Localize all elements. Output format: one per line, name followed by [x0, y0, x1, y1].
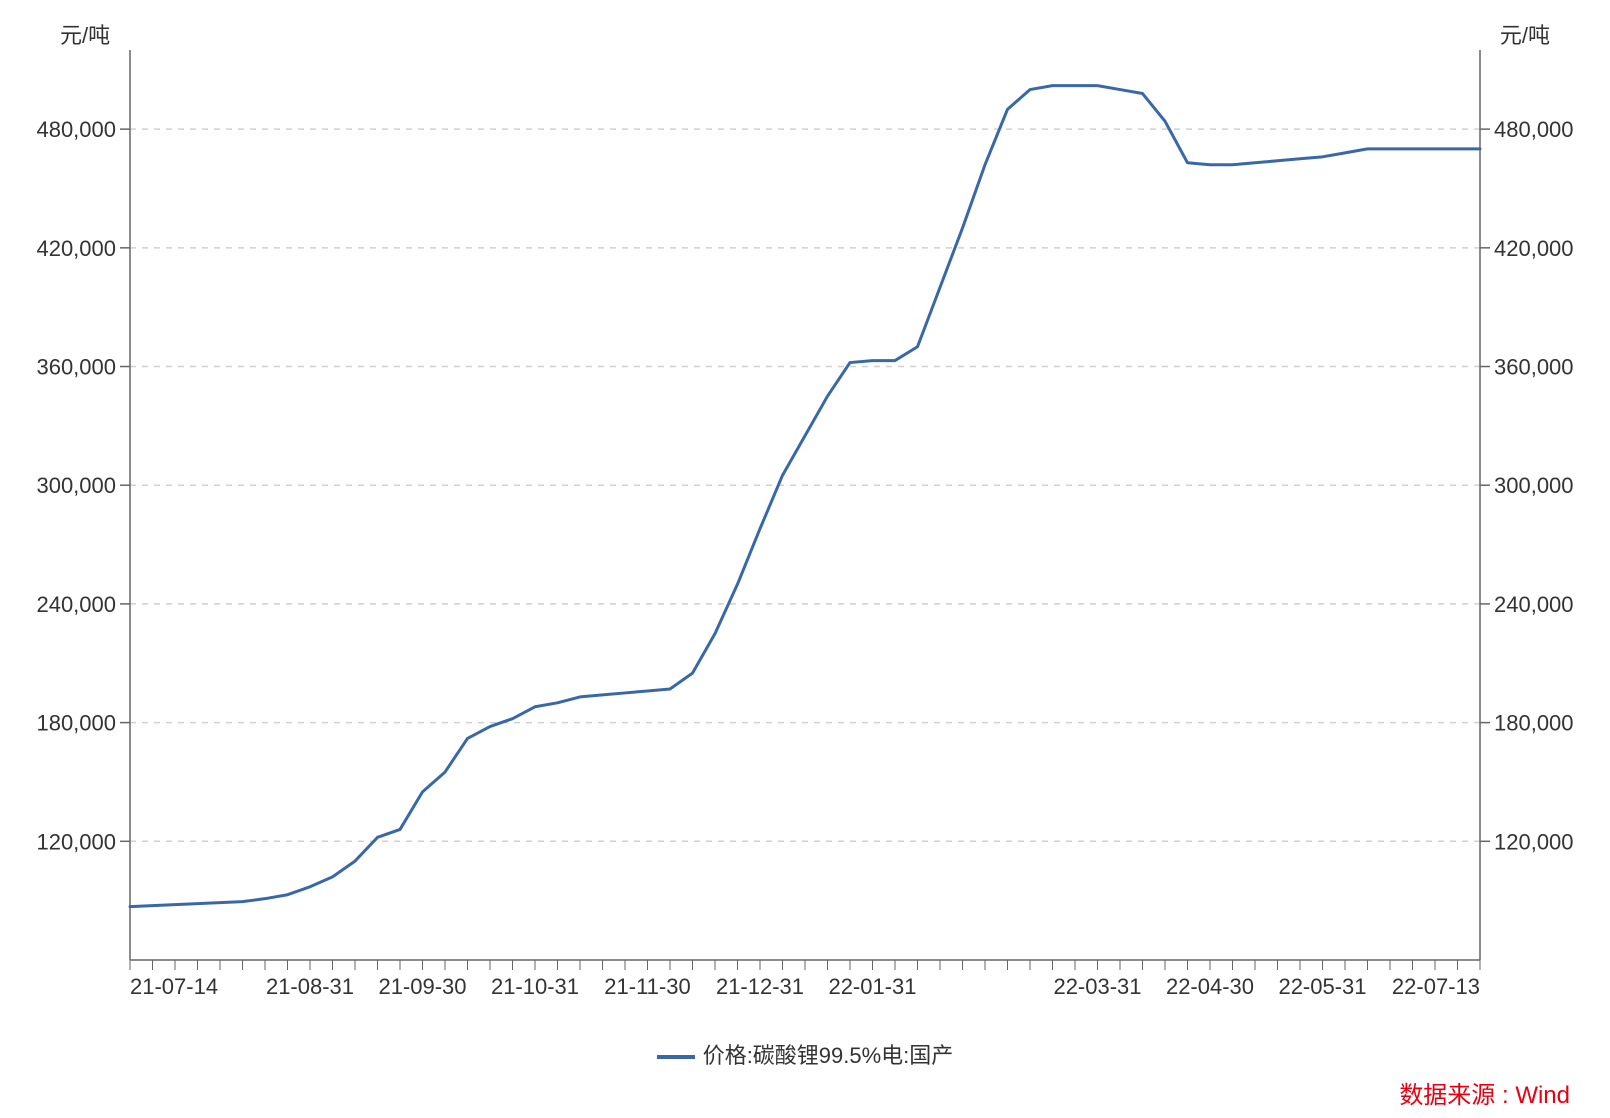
svg-text:22-01-31: 22-01-31: [828, 974, 916, 999]
svg-text:120,000: 120,000: [36, 829, 116, 854]
svg-text:360,000: 360,000: [36, 355, 116, 380]
svg-text:22-04-30: 22-04-30: [1166, 974, 1254, 999]
svg-text:420,000: 420,000: [1494, 236, 1574, 261]
svg-text:300,000: 300,000: [1494, 473, 1574, 498]
svg-text:21-07-14: 21-07-14: [130, 974, 218, 999]
svg-text:22-05-31: 22-05-31: [1278, 974, 1366, 999]
data-source-label: 数据来源 : Wind: [1399, 1075, 1570, 1110]
svg-text:300,000: 300,000: [36, 473, 116, 498]
svg-text:21-11-30: 21-11-30: [604, 974, 690, 999]
svg-text:21-10-31: 21-10-31: [491, 974, 579, 999]
y-axis-unit-right: 元/吨: [1500, 18, 1550, 50]
svg-text:240,000: 240,000: [36, 592, 116, 617]
legend-label: 价格:碳酸锂99.5%电:国产: [703, 1043, 954, 1068]
svg-text:480,000: 480,000: [1494, 117, 1574, 142]
svg-text:480,000: 480,000: [36, 117, 116, 142]
chart-container: 元/吨 元/吨 120,000 120,000 180,000 180,000 240,…: [0, 0, 1610, 1118]
svg-text:21-09-30: 21-09-30: [378, 974, 466, 999]
svg-text:120,000: 120,000: [1494, 829, 1574, 854]
svg-text:22-07-13: 22-07-13: [1392, 974, 1480, 999]
svg-text:180,000: 180,000: [1494, 711, 1574, 736]
line-chart: 120,000 120,000 180,000 180,000 240,000 240,0…: [0, 0, 1610, 1118]
svg-text:360,000: 360,000: [1494, 355, 1574, 380]
svg-text:180,000: 180,000: [36, 711, 116, 736]
svg-text:21-12-31: 21-12-31: [716, 974, 804, 999]
svg-text:22-03-31: 22-03-31: [1053, 974, 1141, 999]
svg-text:21-08-31: 21-08-31: [266, 974, 354, 999]
svg-text:420,000: 420,000: [36, 236, 116, 261]
chart-legend: 价格:碳酸锂99.5%电:国产: [0, 1038, 1610, 1070]
svg-text:240,000: 240,000: [1494, 592, 1574, 617]
y-axis-unit-left: 元/吨: [60, 18, 110, 50]
legend-swatch: [657, 1055, 695, 1059]
